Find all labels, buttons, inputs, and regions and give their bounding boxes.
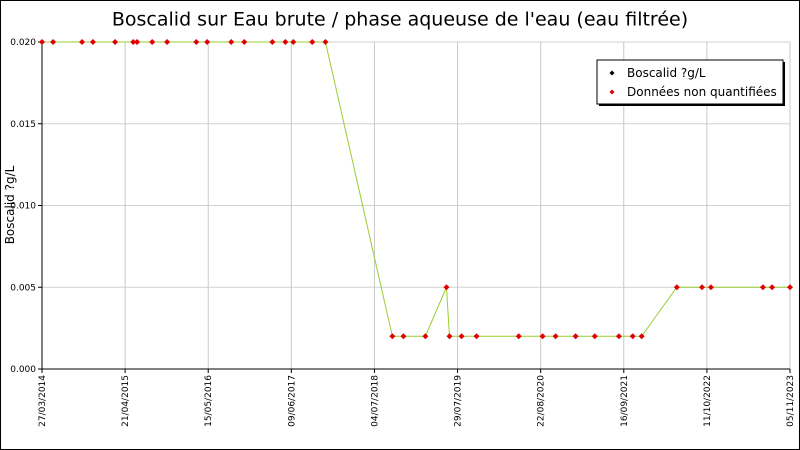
data-point bbox=[698, 284, 705, 291]
data-point bbox=[193, 39, 200, 45]
data-point bbox=[164, 39, 171, 45]
data-point bbox=[443, 284, 450, 291]
chart-title: Boscalid sur Eau brute / phase aqueuse d… bbox=[112, 9, 688, 31]
x-tick-label: 11/10/2022 bbox=[703, 375, 713, 427]
data-point bbox=[572, 333, 579, 340]
data-point bbox=[39, 39, 45, 45]
data-point bbox=[269, 39, 276, 45]
x-tick-label: 15/05/2016 bbox=[204, 375, 214, 427]
y-tick-label: 0.005 bbox=[10, 283, 36, 293]
data-point bbox=[787, 284, 793, 291]
y-tick-label: 0.000 bbox=[10, 365, 36, 375]
data-point bbox=[673, 284, 680, 291]
data-point bbox=[769, 284, 776, 291]
data-point bbox=[389, 333, 396, 340]
data-point bbox=[552, 333, 559, 340]
data-point bbox=[458, 333, 465, 340]
data-point bbox=[400, 333, 407, 340]
x-tick-label: 21/04/2015 bbox=[121, 375, 131, 427]
data-point bbox=[290, 39, 297, 45]
legend-label: Boscalid ?g/L bbox=[627, 66, 706, 80]
y-tick-label: 0.015 bbox=[10, 120, 36, 130]
x-tick-label: 16/09/2021 bbox=[620, 375, 630, 427]
data-point bbox=[228, 39, 235, 45]
y-tick-label: 0.010 bbox=[10, 202, 36, 212]
legend-marker bbox=[609, 70, 615, 76]
legend-label: Données non quantifiées bbox=[627, 85, 777, 99]
data-point bbox=[322, 39, 329, 45]
data-point bbox=[515, 333, 522, 340]
data-point bbox=[89, 39, 96, 45]
data-point bbox=[112, 39, 119, 45]
data-point bbox=[591, 333, 598, 340]
x-tick-label: 09/06/2017 bbox=[287, 375, 297, 427]
x-tick-label: 27/03/2014 bbox=[38, 375, 48, 427]
legend-marker bbox=[609, 89, 615, 95]
data-point bbox=[149, 39, 156, 45]
data-point bbox=[204, 39, 211, 45]
y-axis-label: Boscalid ?g/L bbox=[3, 165, 17, 244]
data-point bbox=[130, 39, 137, 45]
data-point bbox=[134, 39, 141, 45]
legend: Boscalid ?g/L Données non quantifiées bbox=[596, 59, 785, 106]
data-point bbox=[473, 333, 480, 340]
data-point bbox=[638, 333, 645, 340]
data-point bbox=[50, 39, 57, 45]
data-point bbox=[759, 284, 766, 291]
data-point bbox=[241, 39, 248, 45]
data-point bbox=[615, 333, 622, 340]
data-point bbox=[79, 39, 86, 45]
data-point bbox=[422, 333, 429, 340]
data-point bbox=[629, 333, 636, 340]
x-tick-label: 29/07/2019 bbox=[454, 375, 464, 427]
x-tick-label: 05/11/2023 bbox=[786, 375, 796, 427]
data-point bbox=[446, 333, 453, 340]
legend-box bbox=[596, 59, 784, 105]
x-tick-label: 22/08/2020 bbox=[537, 375, 547, 427]
y-tick-label: 0.020 bbox=[10, 38, 36, 48]
x-tick-label: 04/07/2018 bbox=[370, 375, 380, 427]
data-point bbox=[707, 284, 714, 291]
data-point bbox=[539, 333, 546, 340]
data-point bbox=[309, 39, 316, 45]
data-point bbox=[282, 39, 289, 45]
